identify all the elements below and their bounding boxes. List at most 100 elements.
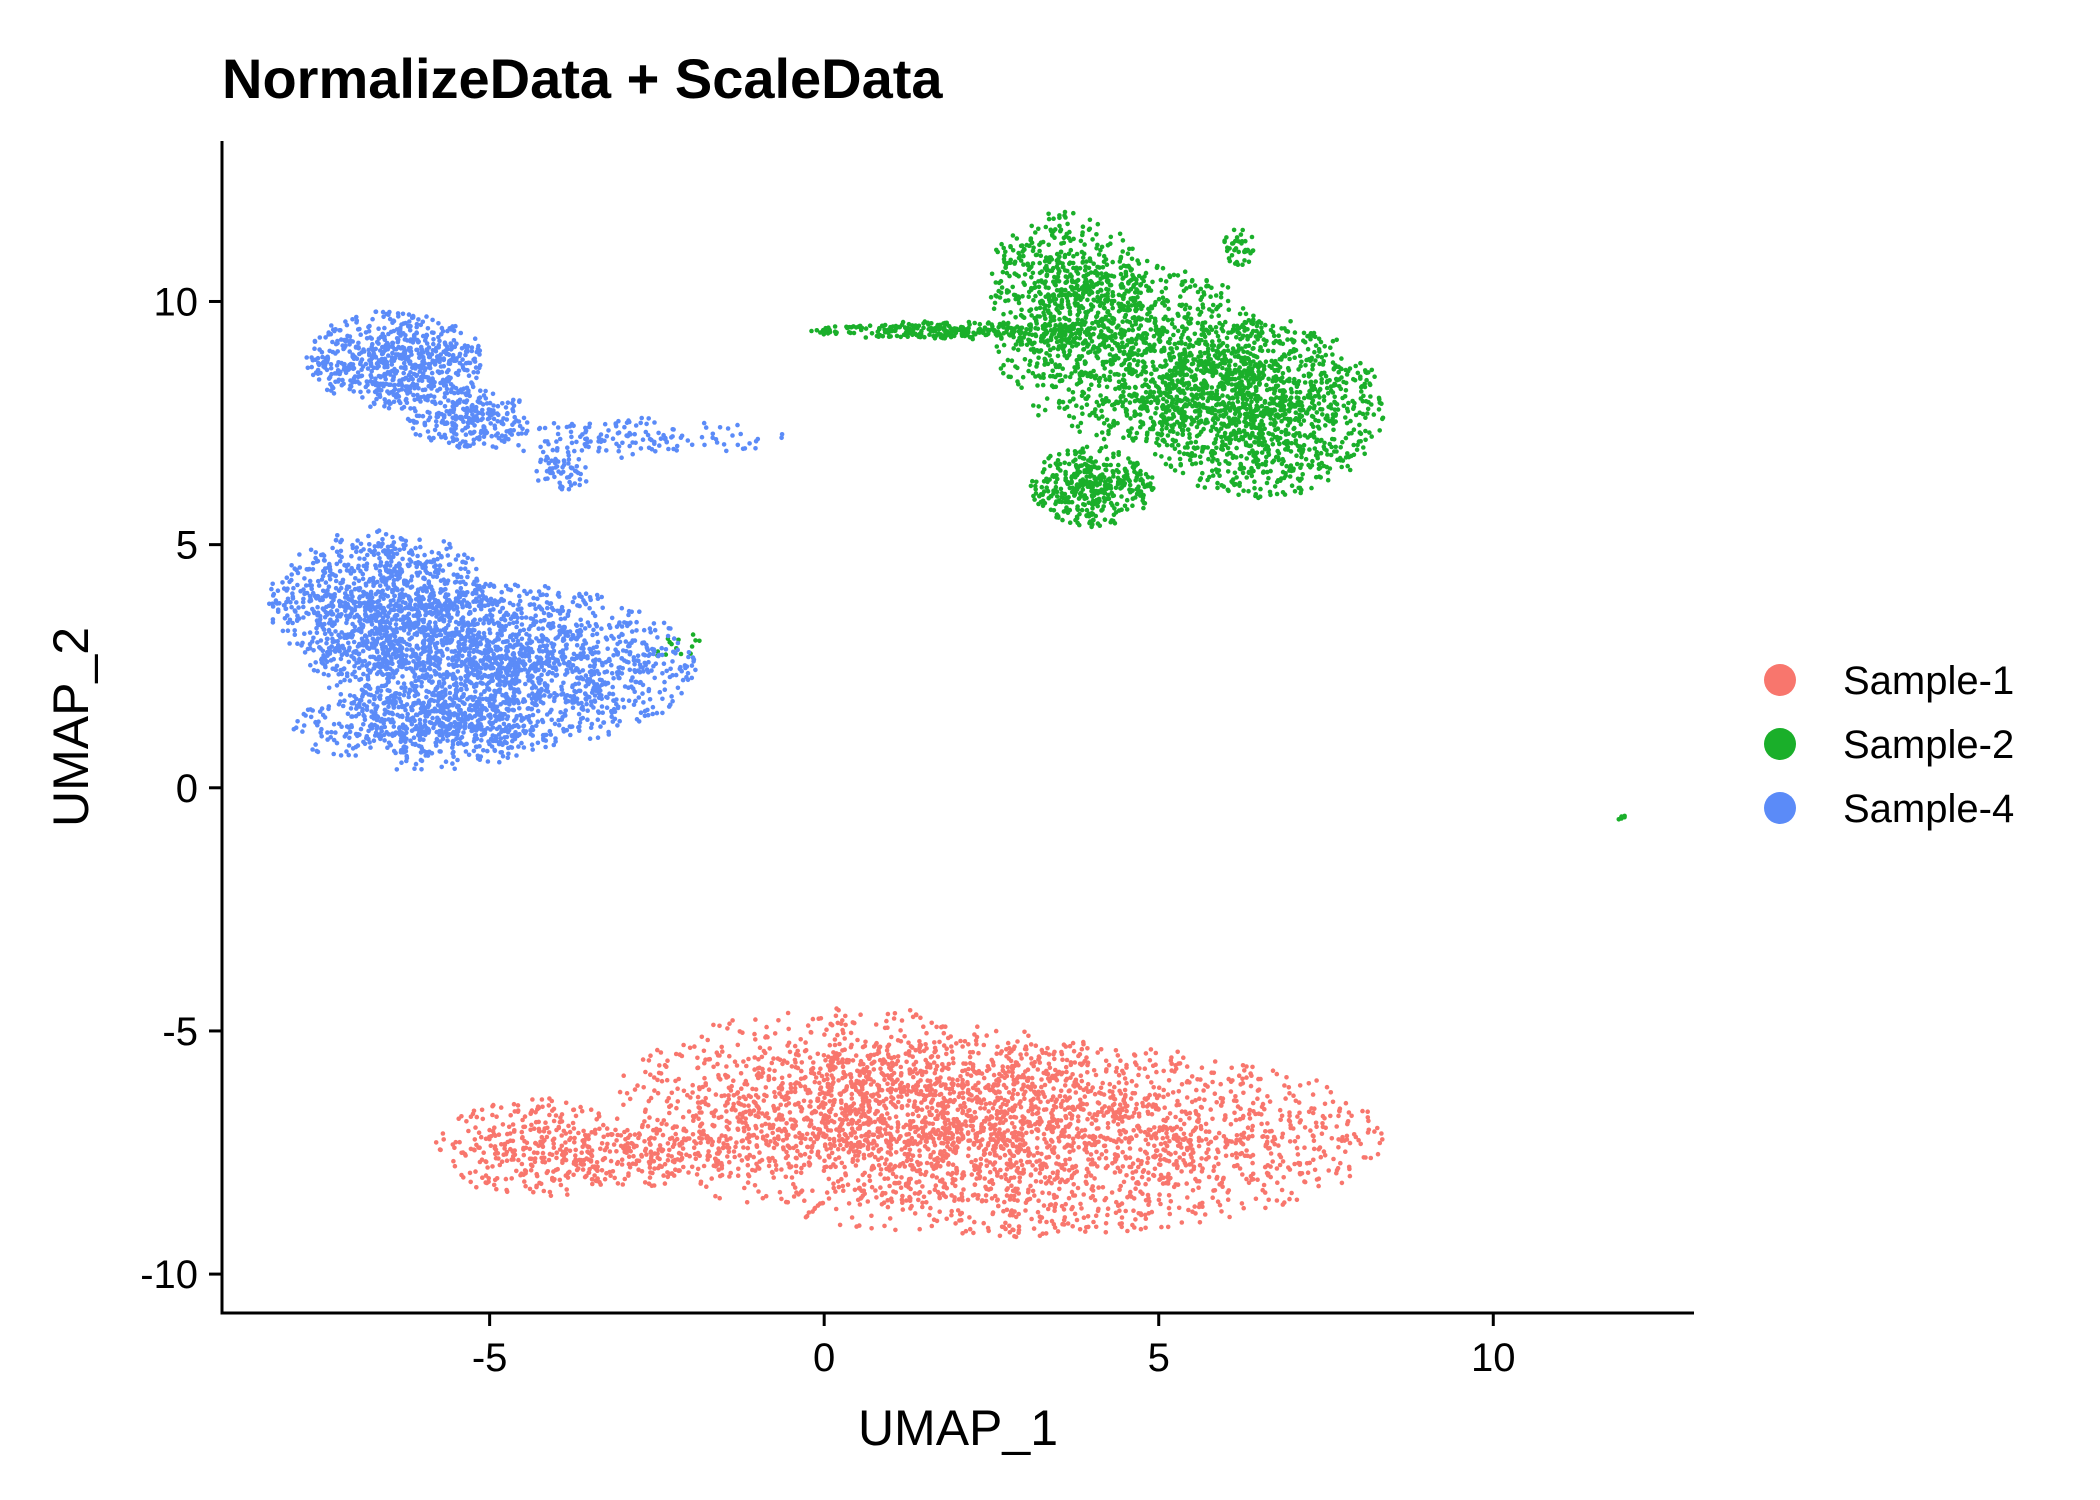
data-point	[1148, 1047, 1154, 1052]
data-point	[662, 1181, 668, 1186]
data-point	[680, 1146, 686, 1151]
data-point	[521, 1124, 526, 1130]
data-point	[1121, 1098, 1126, 1103]
data-point	[1264, 454, 1269, 460]
data-point	[912, 1099, 918, 1104]
data-point	[673, 1131, 678, 1137]
data-point	[691, 1145, 697, 1151]
data-point	[935, 1127, 941, 1133]
data-point	[895, 1120, 901, 1125]
data-point	[932, 1040, 937, 1045]
data-point	[860, 1108, 866, 1113]
data-point	[1024, 1078, 1030, 1083]
data-point	[1237, 1137, 1243, 1142]
data-point	[1328, 452, 1334, 458]
data-point	[1157, 1125, 1163, 1130]
data-point	[1086, 1141, 1092, 1146]
data-point	[1132, 1053, 1138, 1058]
data-point	[852, 1020, 857, 1026]
data-point	[1042, 1082, 1048, 1088]
data-point	[952, 1117, 957, 1122]
data-point	[1212, 1091, 1218, 1096]
data-point	[1213, 1155, 1219, 1161]
data-point	[1105, 1121, 1111, 1126]
data-point	[760, 1066, 765, 1072]
data-point	[1035, 1209, 1041, 1215]
data-point	[995, 1095, 1000, 1101]
data-point	[779, 1086, 785, 1091]
data-point	[1160, 1181, 1166, 1186]
data-point	[941, 1030, 947, 1036]
data-point	[1122, 1087, 1128, 1093]
data-point	[664, 1098, 670, 1104]
data-point	[1329, 436, 1335, 442]
data-point	[920, 1200, 925, 1206]
data-point	[1067, 1111, 1073, 1116]
data-point	[1139, 1174, 1145, 1180]
data-point	[829, 1085, 834, 1090]
data-point	[850, 1084, 855, 1090]
data-point	[951, 1149, 956, 1154]
data-point	[1019, 1087, 1025, 1092]
data-point	[1143, 1181, 1148, 1187]
data-point	[904, 1132, 909, 1137]
data-point	[1034, 1092, 1039, 1097]
data-point	[702, 1075, 707, 1081]
data-point	[785, 1043, 790, 1048]
data-point	[1029, 1102, 1034, 1107]
data-point	[1175, 1182, 1181, 1187]
data-point	[1011, 1197, 1017, 1203]
data-point	[1287, 1139, 1293, 1144]
data-point	[1211, 1164, 1217, 1169]
data-point	[946, 1061, 952, 1067]
data-point	[1127, 1146, 1133, 1151]
data-point	[890, 1096, 896, 1101]
data-point	[1004, 1207, 1010, 1213]
data-point	[1271, 348, 1276, 354]
data-point	[1272, 1136, 1278, 1142]
data-point	[992, 1167, 997, 1172]
data-point	[542, 1126, 547, 1131]
data-point	[1132, 1060, 1138, 1065]
data-point	[1039, 1119, 1044, 1124]
data-point	[1099, 1152, 1105, 1157]
data-point	[1011, 1153, 1017, 1159]
data-point	[783, 1199, 789, 1205]
data-point	[1072, 1170, 1077, 1176]
data-point	[490, 1164, 495, 1169]
data-point	[1083, 1179, 1089, 1185]
data-point	[1287, 1167, 1293, 1172]
data-point	[551, 1118, 557, 1124]
data-point	[966, 1042, 971, 1047]
data-point	[905, 1103, 910, 1108]
data-point	[885, 1111, 890, 1116]
data-point	[494, 1176, 500, 1181]
data-point	[573, 1113, 579, 1119]
data-point	[1241, 488, 1246, 494]
data-point	[1219, 1180, 1225, 1186]
data-point	[744, 1082, 750, 1087]
data-point	[1024, 1130, 1029, 1136]
data-point	[977, 1168, 983, 1174]
data-point	[803, 1136, 808, 1142]
data-point	[1035, 1136, 1040, 1141]
data-point	[1014, 1138, 1020, 1143]
data-point	[529, 1122, 534, 1128]
data-point	[725, 1026, 730, 1031]
data-point	[1280, 1202, 1286, 1207]
data-point	[919, 1119, 925, 1125]
data-point	[959, 1210, 965, 1216]
data-point	[1105, 1125, 1111, 1130]
data-point	[944, 1065, 949, 1071]
data-point	[549, 1098, 555, 1104]
data-point	[1305, 346, 1311, 352]
data-point	[1028, 1173, 1034, 1178]
data-point	[784, 1121, 789, 1126]
data-point	[798, 1104, 803, 1110]
data-point	[904, 1092, 910, 1097]
data-point	[452, 1163, 458, 1169]
data-point	[468, 1114, 474, 1119]
data-point	[974, 1034, 980, 1040]
data-point	[697, 1085, 702, 1090]
data-point	[983, 1085, 988, 1091]
